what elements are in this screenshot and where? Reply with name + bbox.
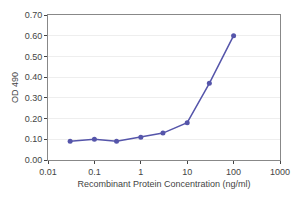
svg-text:10: 10 <box>182 167 192 177</box>
svg-text:1: 1 <box>138 167 143 177</box>
svg-text:0.01: 0.01 <box>39 167 57 177</box>
svg-text:0.1: 0.1 <box>88 167 101 177</box>
svg-text:0.40: 0.40 <box>25 72 43 82</box>
svg-text:1000: 1000 <box>270 167 290 177</box>
svg-text:0.60: 0.60 <box>25 31 43 41</box>
svg-text:0.20: 0.20 <box>25 114 43 124</box>
svg-text:0.10: 0.10 <box>25 134 43 144</box>
svg-text:0.30: 0.30 <box>25 93 43 103</box>
svg-text:0.50: 0.50 <box>25 52 43 62</box>
svg-text:0.00: 0.00 <box>25 155 43 165</box>
svg-text:OD 490: OD 490 <box>10 72 20 103</box>
svg-text:100: 100 <box>226 167 241 177</box>
svg-text:Recombinant Protein Concentrat: Recombinant Protein Concentration (ng/ml… <box>77 179 250 189</box>
svg-text:0.70: 0.70 <box>25 10 43 20</box>
